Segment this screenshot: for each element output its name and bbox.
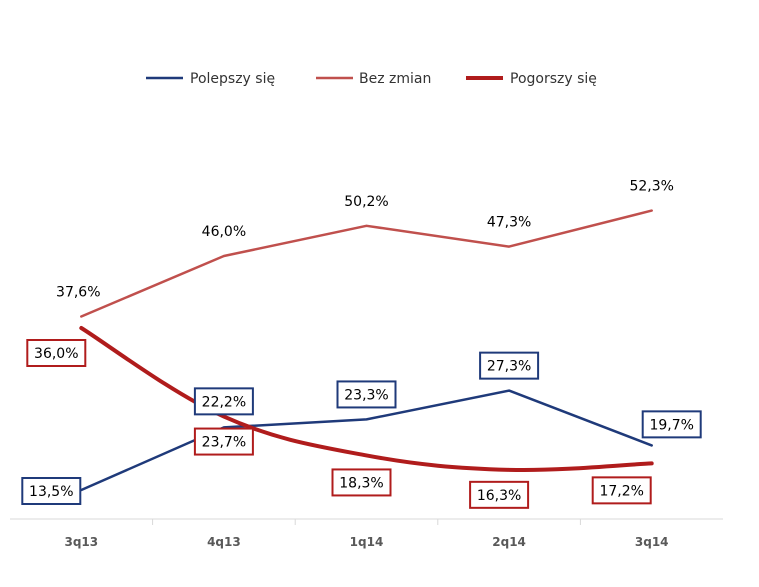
data-label-text: 17,2%	[599, 483, 643, 499]
legend-item: Pogorszy się	[466, 71, 597, 87]
data-label-text: 18,3%	[339, 475, 383, 491]
data-label: 47,3%	[487, 215, 531, 231]
x-axis: 3q13 4q13 1q14 2q14 3q14	[10, 518, 723, 549]
data-label-text: 47,3%	[487, 215, 531, 231]
data-label-text: 19,7%	[649, 417, 693, 433]
x-tick-label: 3q14	[635, 535, 669, 549]
legend-label: Polepszy się	[190, 71, 275, 87]
data-label-text: 16,3%	[477, 488, 521, 504]
data-label: 50,2%	[344, 194, 388, 210]
x-tick-label: 1q14	[350, 535, 384, 549]
data-label-text: 23,3%	[344, 387, 388, 403]
data-label-box	[479, 351, 540, 380]
data-label-text: 36,0%	[34, 346, 78, 362]
data-label: 23,7%	[193, 427, 254, 456]
data-label-box	[469, 480, 530, 509]
series-layer	[79, 209, 654, 492]
data-label-box	[193, 427, 254, 456]
data-label-box	[193, 387, 254, 416]
data-labels: 13,5% 22,2% 23,3% 27,3% 19,7% 37,6% 46,0% 50,2%…	[21, 179, 702, 509]
series-line	[80, 209, 653, 318]
data-label-text: 52,3%	[629, 179, 673, 195]
x-tick-label: 3q13	[64, 535, 98, 549]
data-label-text: 22,2%	[202, 394, 246, 410]
data-label: 13,5%	[21, 477, 82, 505]
data-label-text: 50,2%	[344, 194, 388, 210]
data-label: 22,2%	[193, 387, 254, 416]
data-label: 46,0%	[202, 224, 246, 240]
data-label-text: 37,6%	[56, 284, 100, 300]
data-label: 23,3%	[336, 380, 397, 409]
data-label-box	[641, 410, 702, 439]
data-label-text: 46,0%	[202, 224, 246, 240]
legend-label: Pogorszy się	[510, 71, 597, 87]
data-label-text: 13,5%	[29, 484, 73, 500]
legend-item: Bez zmian	[316, 71, 431, 87]
data-label-box	[591, 476, 652, 505]
data-label-box	[336, 380, 397, 409]
data-label: 18,3%	[331, 468, 392, 497]
data-label: 37,6%	[56, 284, 100, 300]
data-label: 27,3%	[479, 351, 540, 380]
series-line	[80, 389, 653, 492]
legend-item: Polepszy się	[146, 71, 275, 87]
data-label-box	[21, 477, 82, 505]
data-label-box	[26, 339, 87, 367]
data-label: 17,2%	[591, 476, 652, 505]
x-tick-label: 4q13	[207, 535, 241, 549]
legend: Polepszy się Bez zmian Pogorszy się	[146, 71, 597, 87]
legend-label: Bez zmian	[359, 71, 431, 87]
data-label: 19,7%	[641, 410, 702, 439]
data-label: 52,3%	[629, 179, 673, 195]
data-label: 36,0%	[26, 339, 87, 367]
data-label-box	[331, 468, 392, 497]
data-label-text: 23,7%	[202, 435, 246, 451]
data-label-text: 27,3%	[487, 359, 531, 375]
series-line	[79, 326, 654, 473]
x-tick-label: 2q14	[492, 535, 526, 549]
data-label: 16,3%	[469, 480, 530, 509]
